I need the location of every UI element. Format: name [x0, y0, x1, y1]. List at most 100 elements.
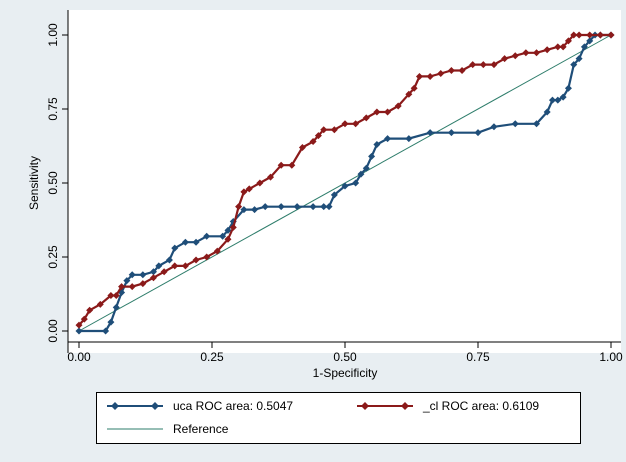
uca-roc-point	[165, 256, 173, 264]
cl-roc-point	[320, 126, 328, 134]
uca-roc-point	[330, 191, 338, 199]
cl-roc-point	[554, 43, 562, 51]
x-axis-title: 1-Specificity	[313, 366, 378, 380]
uca-roc-point	[357, 170, 365, 178]
uca-roc-point	[261, 203, 269, 211]
cl-roc-point	[341, 120, 349, 128]
cl-roc-point	[607, 31, 615, 39]
cl-roc-point	[469, 61, 477, 69]
cl-roc-point	[501, 55, 509, 63]
cl-roc-point	[288, 161, 296, 169]
uca-roc-point	[586, 37, 594, 45]
uca-roc-point	[75, 327, 83, 335]
uca-roc-point	[548, 96, 556, 104]
uca-roc-point	[171, 244, 179, 252]
cl-roc-point	[256, 179, 264, 187]
legend-label-reference: Reference	[173, 422, 229, 436]
legend-label-uca: uca ROC area: 0.5047	[173, 399, 294, 413]
y-tick-label: 0.75	[46, 97, 60, 121]
x-tick-label: 0.75	[466, 350, 490, 364]
cl-roc-point	[160, 268, 168, 276]
uca-roc-point	[474, 129, 482, 137]
legend-entry-cl: _cl ROC area: 0.6109	[355, 399, 539, 413]
cl-roc-point	[362, 114, 370, 122]
x-tick-label: 0.00	[67, 350, 91, 364]
cl-roc-point	[479, 61, 487, 69]
uca-roc-point	[320, 203, 328, 211]
legend: uca ROC area: 0.5047 _cl ROC area: 0.610…	[96, 392, 581, 444]
axes-layer	[62, 10, 621, 353]
uca-roc-point	[575, 55, 583, 63]
cl-roc-point	[426, 72, 434, 80]
cl-roc-point	[80, 315, 88, 323]
uca-roc-point	[251, 206, 259, 214]
cl-roc-point	[447, 67, 455, 75]
cl-roc-point	[203, 253, 211, 261]
uca-roc-point	[368, 152, 376, 160]
uca-roc-point	[149, 268, 157, 276]
uca-roc-point	[240, 206, 248, 214]
uca-roc-point	[554, 96, 562, 104]
uca-roc-point	[155, 262, 163, 270]
uca-roc-point	[543, 108, 551, 116]
cl-roc-point	[511, 52, 519, 60]
cl-roc-point	[75, 321, 83, 329]
cl-roc-point	[314, 132, 322, 140]
uca-roc-point	[325, 203, 333, 211]
cl-roc-point	[570, 31, 578, 39]
cl-roc-point	[240, 188, 248, 196]
uca-roc-point	[309, 203, 317, 211]
cl-roc-point	[575, 31, 583, 39]
cl-roc-point	[128, 283, 136, 291]
roc-chart: 0.00 0.25 0.50 0.75 1.00 0.00 0.25 0.50 0.75 1.00…	[27, 10, 623, 380]
uca-roc-point	[490, 123, 498, 131]
cl-roc-point	[245, 185, 253, 193]
y-tick-label: 0.25	[46, 245, 60, 269]
cl-roc-point	[564, 37, 572, 45]
cl-roc-point	[139, 280, 147, 288]
cl-roc-point	[373, 108, 381, 116]
cl-roc-point	[405, 90, 413, 98]
cl-roc-point	[213, 247, 221, 255]
uca-roc-point	[580, 43, 588, 51]
cl-roc-point	[330, 126, 338, 134]
legend-swatch-cl	[357, 402, 413, 410]
uca-roc-point	[533, 120, 541, 128]
y-tick-label: 0.50	[46, 171, 60, 195]
uca-roc-point	[352, 179, 360, 187]
cl-roc-point	[267, 173, 275, 181]
plot-area	[68, 10, 621, 353]
uca-roc-point	[293, 203, 301, 211]
legend-swatch-reference	[107, 428, 163, 430]
uca-roc-point	[373, 141, 381, 149]
cl-roc-point	[586, 31, 594, 39]
cl-roc-point	[559, 43, 567, 51]
cl-roc-point	[596, 31, 604, 39]
uca-roc-point	[128, 271, 136, 279]
cl-roc-point	[229, 223, 237, 231]
uca-roc-point	[192, 238, 200, 246]
uca-roc-point	[139, 271, 147, 279]
cl-roc-point	[394, 102, 402, 110]
x-tick-label: 0.50	[333, 350, 357, 364]
cl-roc-point	[352, 120, 360, 128]
legend-swatch-uca	[107, 402, 163, 410]
cl-roc-point	[192, 256, 200, 264]
labels-layer: 0.00 0.25 0.50 0.75 1.00 0.00 0.25 0.50 0.75 1.00…	[27, 23, 623, 380]
uca-roc-point	[570, 61, 578, 69]
y-tick-label: 0.00	[46, 319, 60, 343]
cl-roc-point	[384, 108, 392, 116]
uca-roc-point	[224, 226, 232, 234]
uca-roc-point	[447, 129, 455, 137]
cl-roc-point	[86, 306, 94, 314]
cl-roc-point	[437, 69, 445, 77]
uca-roc-point	[405, 135, 413, 143]
x-tick-label: 1.00	[599, 350, 623, 364]
y-axis-title: Sensitivity	[27, 156, 41, 210]
uca-roc-point	[123, 277, 131, 285]
cl-roc-point	[309, 138, 317, 146]
uca-roc-point	[384, 135, 392, 143]
uca-roc-point	[112, 303, 120, 311]
cl-roc-point	[458, 67, 466, 75]
cl-roc-point	[277, 161, 285, 169]
